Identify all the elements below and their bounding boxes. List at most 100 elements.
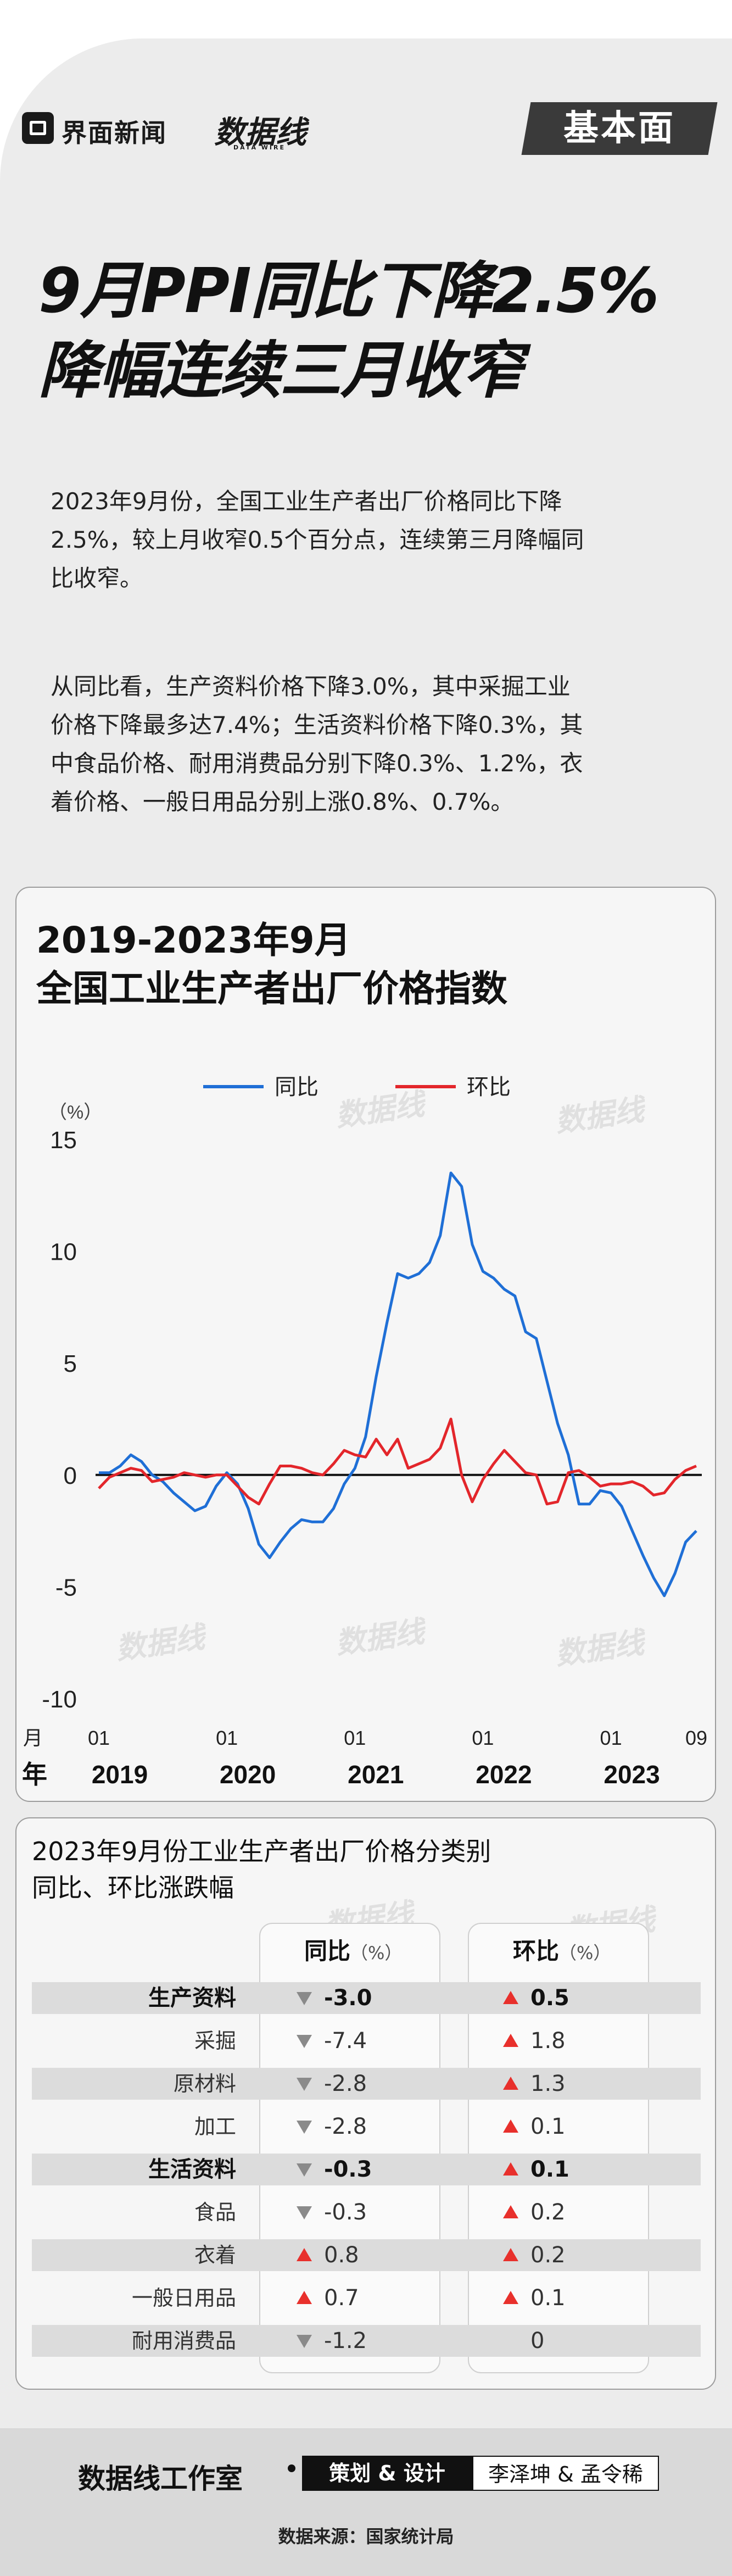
mom-column-header: 环比（%） — [513, 1933, 611, 1966]
yoy-value: 0.7 — [324, 2285, 359, 2311]
jibenmian-badge-text: 基本面 — [563, 108, 675, 149]
down-triangle-icon — [297, 2335, 312, 2348]
y-tick-label: 5 — [64, 1350, 77, 1377]
x-tick-month: 01 — [472, 1727, 494, 1749]
row-label: 耐用消费品 — [131, 2329, 236, 2353]
y-tick-label: -5 — [55, 1574, 77, 1601]
yoy-value: -7.4 — [324, 2028, 367, 2054]
jibenmian-badge: 基本面 — [521, 102, 718, 155]
x-tick-month: 09 — [685, 1727, 707, 1749]
up-triangle-icon — [503, 2119, 518, 2133]
row-label: 衣着 — [194, 2243, 236, 2267]
row-label: 生活资料 — [148, 2157, 236, 2182]
x-tick-year: 2020 — [220, 1760, 276, 1789]
yoy-value: -1.2 — [324, 2328, 367, 2354]
paragraph-line: 着价格、一般日用品分别上涨0.8%、0.7%。 — [51, 788, 514, 815]
mom-header-unit: （%） — [559, 1943, 611, 1963]
footer-source: 数据来源：国家统计局 — [278, 2526, 454, 2547]
row-label: 采掘 — [194, 2029, 236, 2053]
mom-value: 1.8 — [530, 2028, 566, 2054]
up-triangle-icon — [503, 2205, 518, 2218]
intro-paragraph-1: 2023年9月份，全国工业生产者出厂价格同比下降 2.5%，较上月收窄0.5个百… — [51, 482, 699, 598]
x-axis-month-label: 月 — [23, 1727, 43, 1749]
shujuxian-logo: 数据线 — [214, 114, 306, 151]
headline-line-2: 降幅连续三月收窄 — [38, 335, 523, 407]
mom-value: 0.1 — [530, 2114, 566, 2139]
series-line-mom — [98, 1417, 697, 1506]
table-row-shading — [32, 2068, 701, 2100]
paragraph-line: 从同比看，生产资料价格下降3.0%，其中采掘工业 — [51, 673, 571, 700]
mom-value: 0.1 — [530, 2285, 566, 2311]
footer-names: 李泽坤 & 孟令稀 — [472, 2456, 659, 2491]
yoy-value: -3.0 — [324, 1985, 372, 2011]
up-triangle-icon — [297, 2291, 312, 2304]
x-tick-month: 01 — [216, 1727, 238, 1749]
chart-title-line-2: 全国工业生产者出厂价格指数 — [36, 967, 507, 1010]
mom-value: 0 — [530, 2328, 545, 2354]
up-triangle-icon — [503, 2034, 518, 2047]
jiemian-logo-text: 界面新闻 — [62, 118, 167, 148]
yoy-value: -0.3 — [324, 2157, 372, 2182]
table-row-shading — [32, 2325, 701, 2357]
shujuxian-logo-subtitle: DATA WIRE — [233, 144, 286, 151]
mom-value: 0.2 — [530, 2243, 566, 2268]
footer-role: 策划 & 设计 — [302, 2456, 472, 2491]
table-card: 2023年9月份工业生产者出厂价格分类别 同比、环比涨跌幅 数据线 数据线 数据… — [15, 1817, 716, 2390]
up-triangle-icon — [503, 2077, 518, 2090]
y-tick-label: 10 — [50, 1239, 77, 1266]
mom-value: 1.3 — [530, 2071, 566, 2096]
row-label: 加工 — [194, 2115, 236, 2139]
paragraph-line: 价格下降最多达7.4%；生活资料价格下降0.3%，其 — [51, 711, 583, 738]
x-tick-year: 2022 — [476, 1760, 532, 1789]
paragraph-line: 2023年9月份，全国工业生产者出厂价格同比下降 — [51, 488, 562, 515]
y-tick-label: 0 — [64, 1462, 77, 1489]
up-triangle-icon — [503, 1991, 518, 2004]
paragraph-line: 2.5%，较上月收窄0.5个百分点，连续第三月降幅同 — [51, 526, 584, 553]
down-triangle-icon — [297, 2163, 312, 2177]
yoy-value: -2.8 — [324, 2071, 367, 2096]
y-tick-label: -10 — [42, 1686, 77, 1713]
x-axis-year-label: 年 — [22, 1760, 47, 1789]
row-label: 生产资料 — [148, 1985, 236, 2011]
yoy-value: 0.8 — [324, 2243, 359, 2268]
down-triangle-icon — [297, 2078, 312, 2091]
up-triangle-icon — [503, 2291, 518, 2304]
x-tick-month: 01 — [344, 1727, 366, 1749]
intro-paragraph-2: 从同比看，生产资料价格下降3.0%，其中采掘工业 价格下降最多达7.4%；生活资… — [51, 667, 699, 821]
line-chart: 同比 环比 （%） 15 10 5 0 -5 -10 01 01 01 01 01 09 2019 2020 20… — [22, 1075, 707, 1789]
table-row-shading — [32, 2239, 701, 2271]
down-triangle-icon — [297, 1992, 312, 2005]
up-triangle-icon — [503, 2162, 518, 2176]
y-axis-unit: （%） — [48, 1102, 102, 1123]
yoy-header-unit: （%） — [350, 1943, 403, 1963]
mom-value: 0.2 — [530, 2200, 566, 2225]
footer-separator-dot — [288, 2464, 295, 2472]
y-tick-label: 15 — [50, 1127, 77, 1154]
footer-studio: 数据线工作室 — [78, 2462, 243, 2495]
row-label: 食品 — [194, 2200, 236, 2224]
yoy-value: -0.3 — [324, 2200, 367, 2225]
x-tick-year: 2021 — [348, 1760, 404, 1789]
chart-title-line-1: 2019-2023年9月 — [36, 919, 351, 961]
down-triangle-icon — [297, 2035, 312, 2048]
x-tick-year: 2023 — [604, 1760, 660, 1789]
yoy-header-label: 同比 — [304, 1938, 351, 1965]
up-triangle-icon — [297, 2248, 312, 2261]
legend-label: 同比 — [275, 1075, 318, 1099]
mom-header-label: 环比 — [513, 1938, 560, 1965]
series-line-yoy — [99, 1171, 697, 1598]
jiemian-logo-icon — [22, 112, 54, 144]
mom-value: 0.1 — [530, 2157, 569, 2182]
up-triangle-icon — [503, 2248, 518, 2261]
down-triangle-icon — [297, 2206, 312, 2219]
yoy-value: -2.8 — [324, 2114, 367, 2139]
row-label: 一般日用品 — [131, 2286, 236, 2310]
paragraph-line: 中食品价格、耐用消费品分别下降0.3%、1.2%，衣 — [51, 750, 583, 777]
table-title-line-2: 同比、环比涨跌幅 — [32, 1873, 234, 1902]
down-triangle-icon — [297, 2121, 312, 2134]
mom-value: 0.5 — [530, 1985, 569, 2011]
x-tick-month: 01 — [88, 1727, 110, 1749]
table-title-line-1: 2023年9月份工业生产者出厂价格分类别 — [32, 1837, 491, 1866]
table-row-shading — [32, 1982, 701, 2014]
x-tick-year: 2019 — [92, 1760, 148, 1789]
